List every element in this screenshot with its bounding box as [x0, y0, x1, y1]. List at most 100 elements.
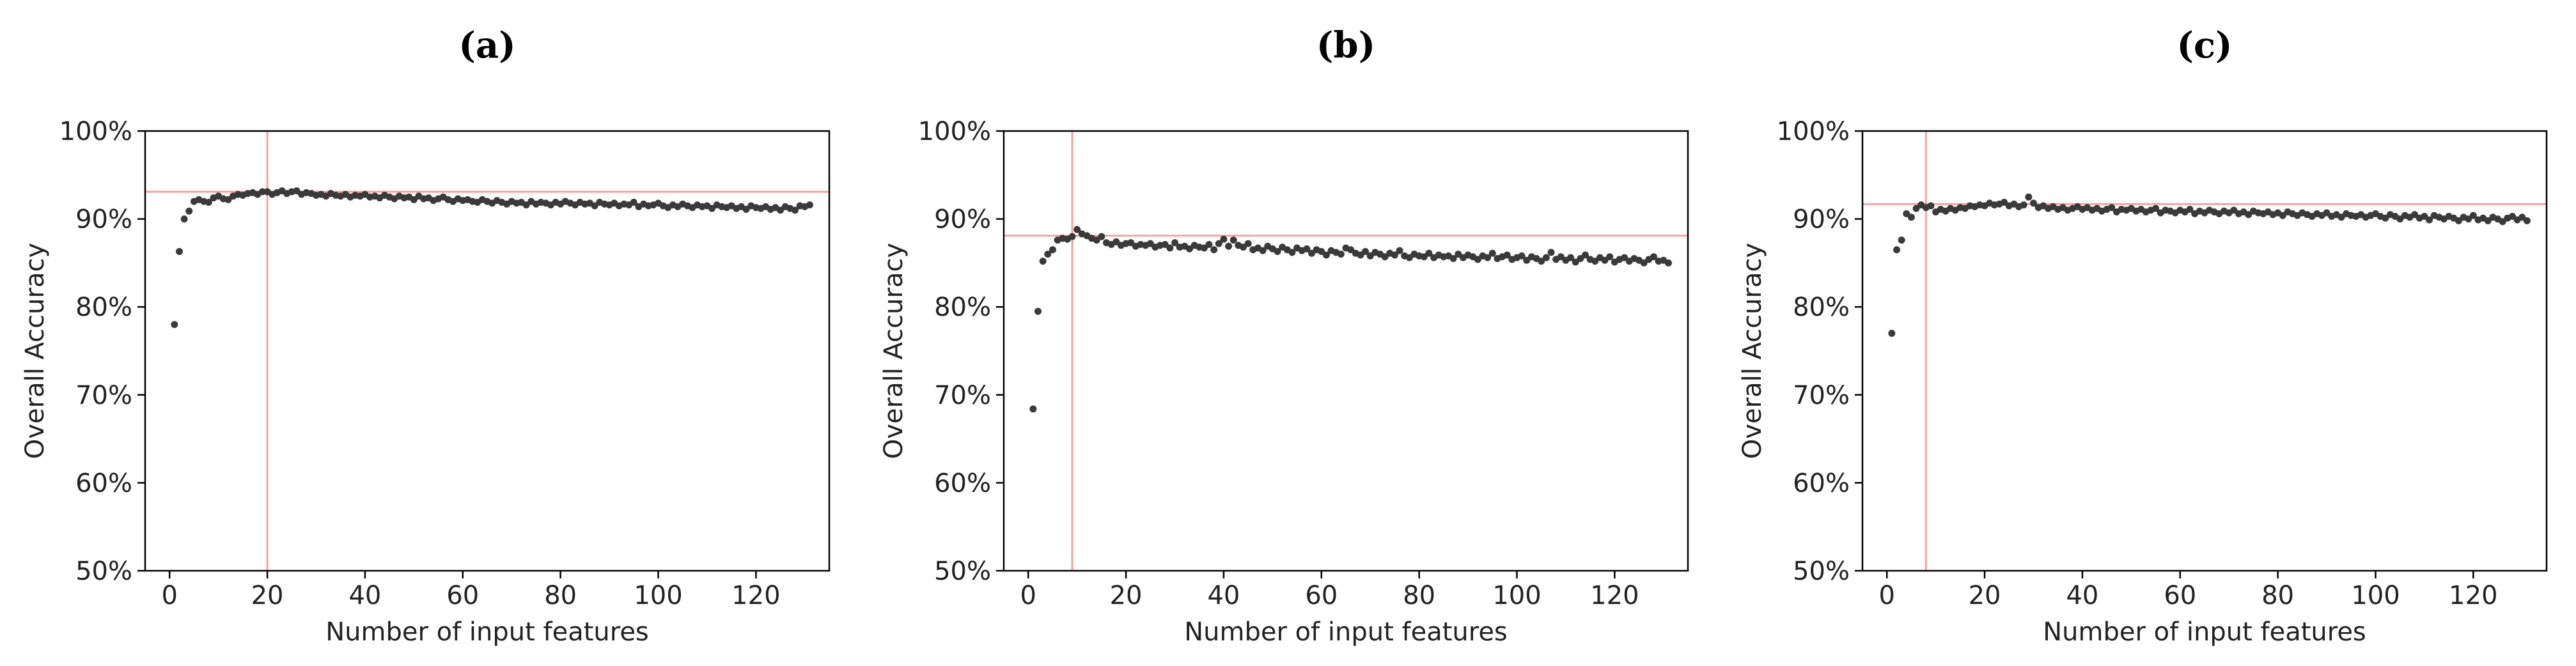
- data-point: [1420, 253, 1428, 261]
- data-point: [1034, 307, 1042, 315]
- data-point: [1357, 251, 1364, 259]
- data-point: [1567, 254, 1575, 261]
- y-axis-label-b: Overall Accuracy: [879, 243, 909, 459]
- data-point: [1185, 245, 1193, 252]
- data-point: [2001, 198, 2008, 206]
- data-point: [1927, 202, 1935, 210]
- data-point: [1225, 242, 1233, 250]
- data-point: [1488, 249, 1496, 257]
- panel-label-c: (c): [2176, 24, 2232, 66]
- data-point: [1220, 235, 1228, 243]
- data-point: [2382, 214, 2389, 222]
- data-point: [410, 196, 418, 203]
- x-axis-label-b: Number of input features: [1184, 617, 1508, 647]
- data-point: [2421, 212, 2428, 220]
- data-point: [2396, 215, 2404, 223]
- data-point: [1044, 251, 1052, 258]
- data-point: [2484, 217, 2492, 224]
- x-tick-label: 20: [1110, 581, 1143, 610]
- data-point: [1303, 245, 1311, 252]
- x-tick-label: 0: [1878, 581, 1894, 610]
- data-point: [1425, 249, 1433, 257]
- plot-area-c: 0 20 40 60 80 100 120 50% 60% 70% 80% 90% 100%: [1777, 117, 2548, 610]
- data-point: [1396, 247, 1403, 254]
- data-point: [1893, 246, 1900, 254]
- data-point: [2499, 218, 2506, 226]
- data-point: [1523, 256, 1531, 264]
- data-point: [2245, 211, 2252, 219]
- chart-panel-a: (a) Overall Accuracy Number of input fea…: [20, 24, 831, 647]
- data-point: [2338, 213, 2345, 221]
- data-point: [1577, 255, 1584, 263]
- data-point: [1606, 253, 1614, 261]
- data-point: [1112, 238, 1120, 245]
- data-point: [1664, 259, 1672, 267]
- data-point: [1907, 213, 1915, 221]
- y-tick-label: 100%: [59, 117, 132, 146]
- y-axis-label-a: Overall Accuracy: [20, 243, 50, 459]
- y-tick-label: 70%: [934, 381, 991, 410]
- data-point: [2152, 205, 2160, 212]
- data-point: [1215, 240, 1222, 247]
- data-point: [1200, 244, 1208, 252]
- data-point: [1210, 246, 1218, 254]
- x-tick-label: 100: [634, 581, 682, 610]
- data-point: [1362, 248, 1370, 256]
- data-point: [1903, 210, 1910, 217]
- x-tick-label: 20: [1969, 581, 2001, 610]
- data-point: [2426, 216, 2433, 224]
- data-point: [1240, 244, 1247, 251]
- data-point: [1146, 240, 1154, 247]
- data-point: [1098, 233, 1105, 240]
- plot-frame-c: [1861, 130, 2548, 572]
- x-tick-label: 60: [446, 581, 479, 610]
- data-point: [258, 188, 266, 196]
- y-axis-label-c: Overall Accuracy: [1738, 243, 1767, 459]
- plot-area-b: 0 20 40 60 80 100 120 50% 60% 70% 80% 90% 100%: [918, 117, 1689, 610]
- y-tick-label: 90%: [75, 205, 132, 235]
- data-point: [2323, 209, 2330, 217]
- data-point: [1650, 253, 1657, 261]
- data-point: [1601, 256, 1609, 264]
- y-tick-label: 100%: [1777, 117, 1850, 146]
- data-point: [1538, 258, 1545, 265]
- x-tick-label: 100: [1492, 581, 1541, 610]
- data-point: [1366, 252, 1374, 259]
- data-point: [777, 206, 785, 214]
- panel-label-b: (b): [1316, 24, 1375, 66]
- data-point: [2108, 204, 2116, 212]
- chart-panel-c: (c) Overall Accuracy Number of input fea…: [1738, 24, 2548, 647]
- data-point: [1391, 251, 1398, 259]
- x-tick-label: 80: [544, 581, 577, 610]
- data-point: [1039, 258, 1047, 265]
- data-point: [293, 187, 301, 195]
- data-point: [2509, 212, 2516, 220]
- data-point: [1229, 236, 1237, 244]
- data-point: [1166, 244, 1174, 252]
- data-point: [2411, 211, 2419, 219]
- data-point: [2523, 217, 2531, 224]
- data-point: [185, 207, 193, 215]
- data-point: [1347, 246, 1355, 254]
- data-point: [1621, 254, 1628, 261]
- data-point: [1572, 258, 1579, 266]
- data-point: [1029, 405, 1037, 413]
- y-tick-label: 90%: [934, 205, 991, 235]
- data-point: [2230, 206, 2238, 214]
- data-point: [1381, 253, 1389, 261]
- data-point: [224, 196, 232, 203]
- data-point: [1127, 239, 1135, 247]
- x-tick-label: 20: [251, 581, 284, 610]
- data-point: [1912, 205, 1920, 212]
- data-point: [1259, 247, 1267, 254]
- data-point: [1640, 259, 1648, 267]
- x-tick-label: 60: [1305, 581, 1338, 610]
- data-point: [1161, 241, 1169, 249]
- x-tick-label: 0: [1020, 581, 1036, 610]
- data-point: [1449, 255, 1457, 263]
- plot-frame-b: [1003, 130, 1689, 572]
- y-tick-label: 60%: [75, 469, 132, 498]
- y-tick-label: 60%: [1793, 469, 1850, 498]
- x-tick-label: 100: [2351, 581, 2400, 610]
